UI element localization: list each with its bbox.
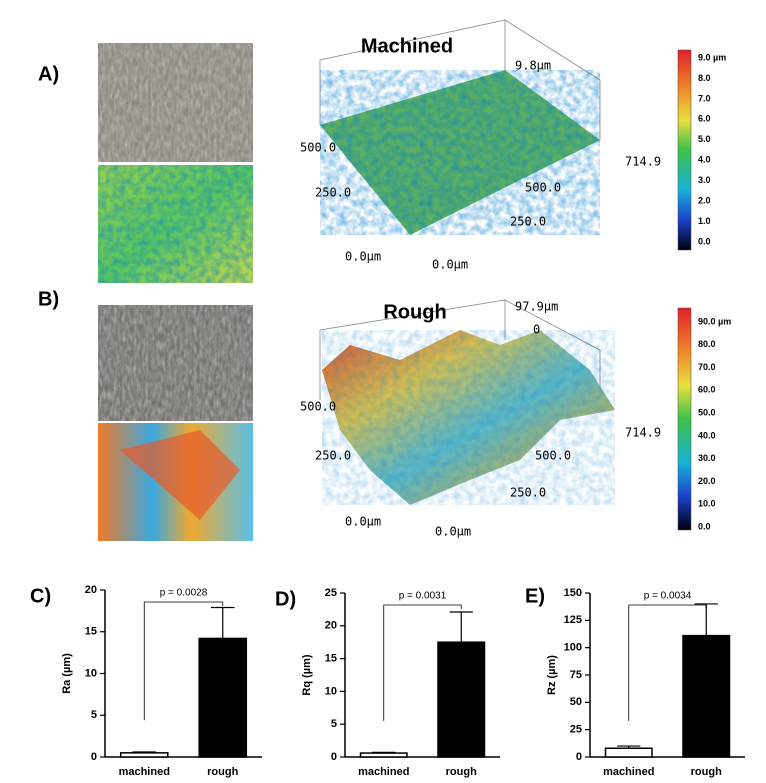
bar	[604, 747, 653, 758]
x-tick-label: machined	[358, 766, 409, 778]
significance-bracket	[143, 601, 224, 721]
colorbar-label: 3.0	[698, 175, 711, 185]
colorbar-label: 40.0	[698, 430, 716, 440]
y-axis-label: Ra (µm)	[61, 653, 73, 694]
surface-axis-label: 500.0	[525, 181, 561, 195]
y-tick-label: 0	[91, 751, 97, 763]
colorbar-label: 5.0	[698, 134, 711, 144]
panel-title: Machined	[361, 35, 453, 57]
y-tick-label: 20	[85, 584, 97, 596]
significance-bracket	[628, 604, 707, 721]
y-tick-label: 100	[564, 642, 582, 654]
surface-axis-label: 0.0µm	[345, 515, 381, 529]
surface-axis-label: 250.0	[315, 186, 351, 200]
surface-axis-label: 250.0	[510, 215, 546, 229]
y-tick-label: 0	[576, 751, 582, 763]
significance-bracket	[383, 604, 462, 721]
y-tick-label: 15	[325, 653, 337, 665]
colorbar-label: 2.0	[698, 195, 711, 205]
y-tick-label: 25	[325, 587, 337, 599]
bar	[359, 752, 408, 758]
colorbar-label: 0.0	[698, 521, 711, 531]
y-tick-label: 10	[325, 685, 337, 697]
surface-axis-label: 0.0µm	[345, 250, 381, 264]
colorbar	[677, 49, 692, 251]
colorbar-label: 50.0	[698, 407, 716, 417]
y-tick-label: 20	[325, 620, 337, 632]
surface-axis-label: 714.9	[625, 426, 661, 440]
surface-axis-label: 0	[533, 323, 540, 337]
y-tick-label: 125	[564, 614, 582, 626]
surface-axis-label: 97.9µm	[515, 300, 558, 314]
colorbar-label: 10.0	[698, 499, 716, 509]
x-tick-label: machined	[603, 766, 654, 778]
colorbar-label: 60.0	[698, 385, 716, 395]
bar	[119, 752, 169, 758]
surface-axis-label: 9.8µm	[515, 59, 551, 73]
y-axis-label: Rq (µm)	[301, 654, 313, 696]
surface-3d-texture	[320, 70, 600, 235]
surface-axis-label: 250.0	[315, 449, 351, 463]
bar	[198, 637, 248, 758]
x-tick-label: rough	[207, 766, 238, 778]
y-tick-label: 15	[85, 626, 97, 638]
panel-label: A)	[38, 63, 59, 85]
y-tick-label: 5	[91, 709, 97, 721]
bar	[682, 634, 731, 758]
p-value: p = 0.0031	[399, 591, 447, 602]
colorbar-label: 80.0	[698, 339, 716, 349]
colorbar-label: 7.0	[698, 93, 711, 103]
colorbar-label: 1.0	[698, 216, 711, 226]
bar	[437, 641, 486, 758]
y-tick-label: 50	[570, 696, 582, 708]
surface-axis-label: 500.0	[300, 141, 336, 155]
colorbar-label: 90.0 µm	[698, 316, 731, 326]
colorbar-label: 0.0	[698, 236, 711, 246]
micrograph-texture	[98, 43, 253, 162]
panel-title: Rough	[383, 301, 446, 323]
micrograph-texture	[98, 305, 253, 421]
surface-axis-label: 0.0µm	[435, 525, 471, 539]
y-tick-label: 0	[331, 751, 337, 763]
colorbar-label: 8.0	[698, 73, 711, 83]
colorbar-label: 30.0	[698, 453, 716, 463]
panel-label: C)	[30, 585, 51, 607]
surface-axis-label: 500.0	[535, 449, 571, 463]
p-value: p = 0.0034	[644, 591, 692, 602]
colorbar	[677, 307, 692, 531]
height-map-texture	[98, 165, 253, 283]
y-tick-label: 10	[85, 667, 97, 679]
x-tick-label: machined	[119, 766, 170, 778]
p-value: p = 0.0028	[160, 588, 208, 599]
y-tick-label: 25	[570, 724, 582, 736]
surface-axis-label: 500.0	[300, 400, 336, 414]
y-tick-label: 150	[564, 587, 582, 599]
colorbar-label: 4.0	[698, 155, 711, 165]
y-tick-label: 75	[570, 669, 582, 681]
colorbar-label: 6.0	[698, 114, 711, 124]
x-tick-label: rough	[446, 766, 477, 778]
colorbar-label: 20.0	[698, 476, 716, 486]
panel-label: E)	[525, 585, 545, 607]
y-tick-label: 5	[331, 718, 337, 730]
colorbar-label: 9.0 µm	[698, 52, 726, 62]
panel-label: D)	[275, 588, 296, 610]
y-axis-label: Rz (µm)	[546, 655, 558, 695]
height-map-feature	[120, 430, 240, 520]
surface-axis-label: 714.9	[625, 155, 661, 169]
surface-axis-label: 0.0µm	[432, 258, 468, 272]
surface-axis-label: 250.0	[510, 486, 546, 500]
surface-3d-texture	[322, 330, 615, 505]
panel-label: B)	[38, 288, 59, 310]
colorbar-label: 70.0	[698, 362, 716, 372]
surface-3d	[319, 19, 601, 140]
x-tick-label: rough	[691, 766, 722, 778]
